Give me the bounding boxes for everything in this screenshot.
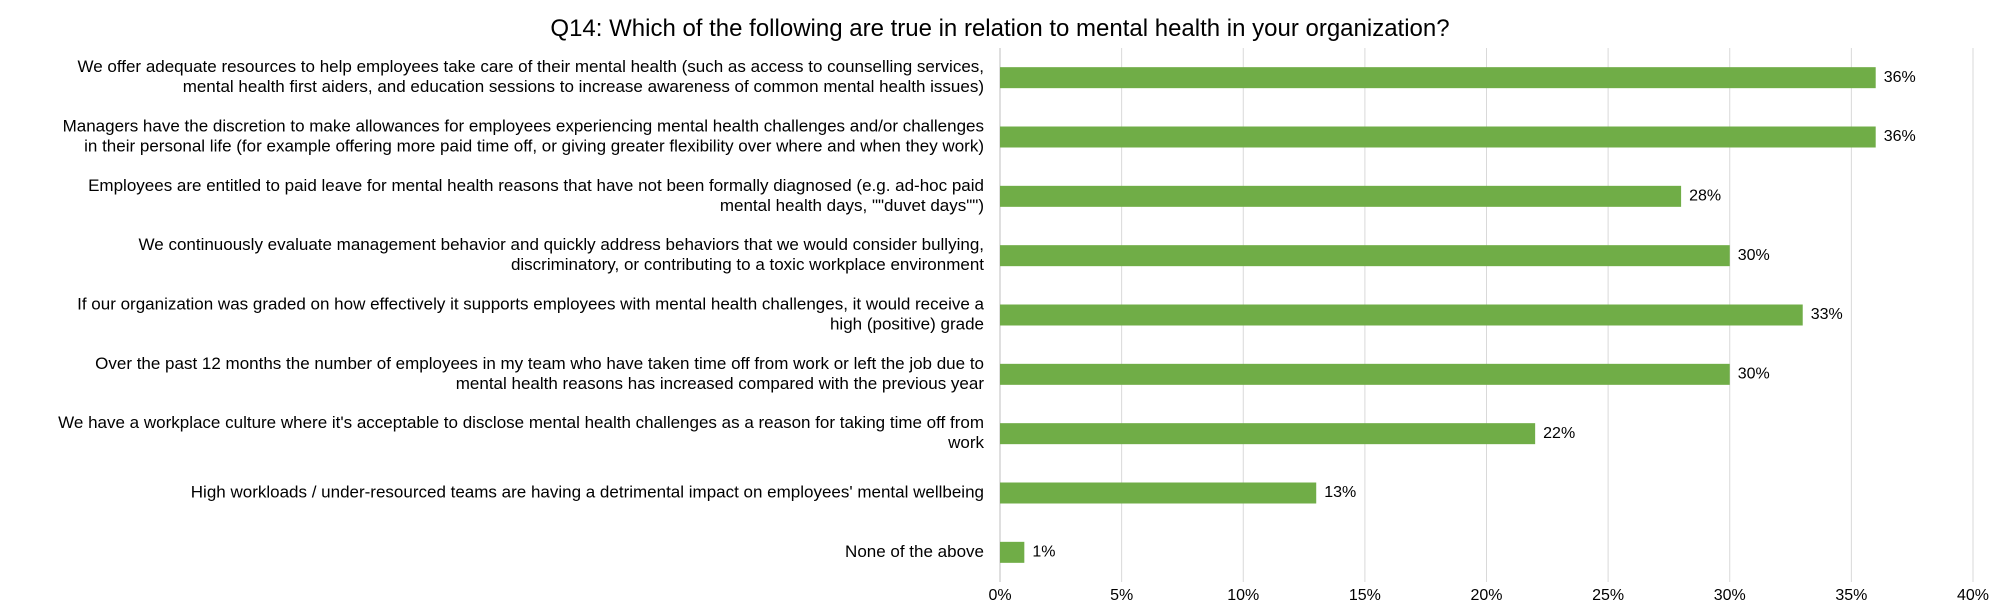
bar xyxy=(1000,541,1025,563)
bar xyxy=(1000,304,1803,326)
category-labels: We offer adequate resources to help empl… xyxy=(58,57,984,561)
category-label: Managers have the discretion to make all… xyxy=(63,116,984,135)
x-tick-label: 20% xyxy=(1470,587,1502,604)
category-label: We have a workplace culture where it's a… xyxy=(58,413,984,432)
bar-value-label: 22% xyxy=(1543,425,1575,442)
category-label: mental health first aiders, and educatio… xyxy=(183,77,984,96)
category-label: mental health days, ""duvet days"") xyxy=(720,196,984,215)
bar-value-label: 30% xyxy=(1738,366,1770,383)
bar xyxy=(1000,363,1730,385)
bar-value-label: 1% xyxy=(1032,544,1055,561)
category-label: work xyxy=(947,433,984,452)
x-tick-label: 40% xyxy=(1957,587,1989,604)
bar-value-label: 28% xyxy=(1689,188,1721,205)
bar-value-label: 33% xyxy=(1811,306,1843,323)
bars xyxy=(1000,67,1876,563)
bar-value-label: 30% xyxy=(1738,247,1770,264)
bar xyxy=(1000,423,1536,445)
category-label: in their personal life (for example offe… xyxy=(84,136,984,155)
bar-value-label: 13% xyxy=(1324,484,1356,501)
x-tick-label: 35% xyxy=(1835,587,1867,604)
x-tick-label: 10% xyxy=(1227,587,1259,604)
category-label: If our organization was graded on how ef… xyxy=(77,294,984,313)
category-label: High workloads / under-resourced teams a… xyxy=(191,482,984,501)
bar xyxy=(1000,126,1876,148)
x-tick-label: 0% xyxy=(988,587,1011,604)
x-tick-label: 5% xyxy=(1110,587,1133,604)
category-label: None of the above xyxy=(845,542,984,561)
category-label: high (positive) grade xyxy=(830,314,984,333)
bar xyxy=(1000,185,1682,207)
category-label: Employees are entitled to paid leave for… xyxy=(88,176,984,195)
x-tick-label: 25% xyxy=(1592,587,1624,604)
chart-title: Q14: Which of the following are true in … xyxy=(550,15,1449,42)
category-label: We offer adequate resources to help empl… xyxy=(77,57,984,76)
bar-value-label: 36% xyxy=(1884,69,1916,86)
bar-value-label: 36% xyxy=(1884,128,1916,145)
category-label: We continuously evaluate management beha… xyxy=(139,235,984,254)
bar xyxy=(1000,482,1317,504)
x-axis-tick-labels: 0% 5% 10% 15% 20% 25% 30% 35% 40% xyxy=(988,587,1989,604)
x-tick-label: 15% xyxy=(1349,587,1381,604)
data-labels: 36% 36% 28% 30% 33% 30% 22% 13% 1% xyxy=(1032,69,1915,561)
bar xyxy=(1000,67,1876,89)
category-label: Over the past 12 months the number of em… xyxy=(95,354,984,373)
x-tick-label: 30% xyxy=(1714,587,1746,604)
category-label: discriminatory, or contributing to a tox… xyxy=(511,255,984,274)
bar xyxy=(1000,245,1730,267)
category-label: mental health reasons has increased comp… xyxy=(456,374,985,393)
